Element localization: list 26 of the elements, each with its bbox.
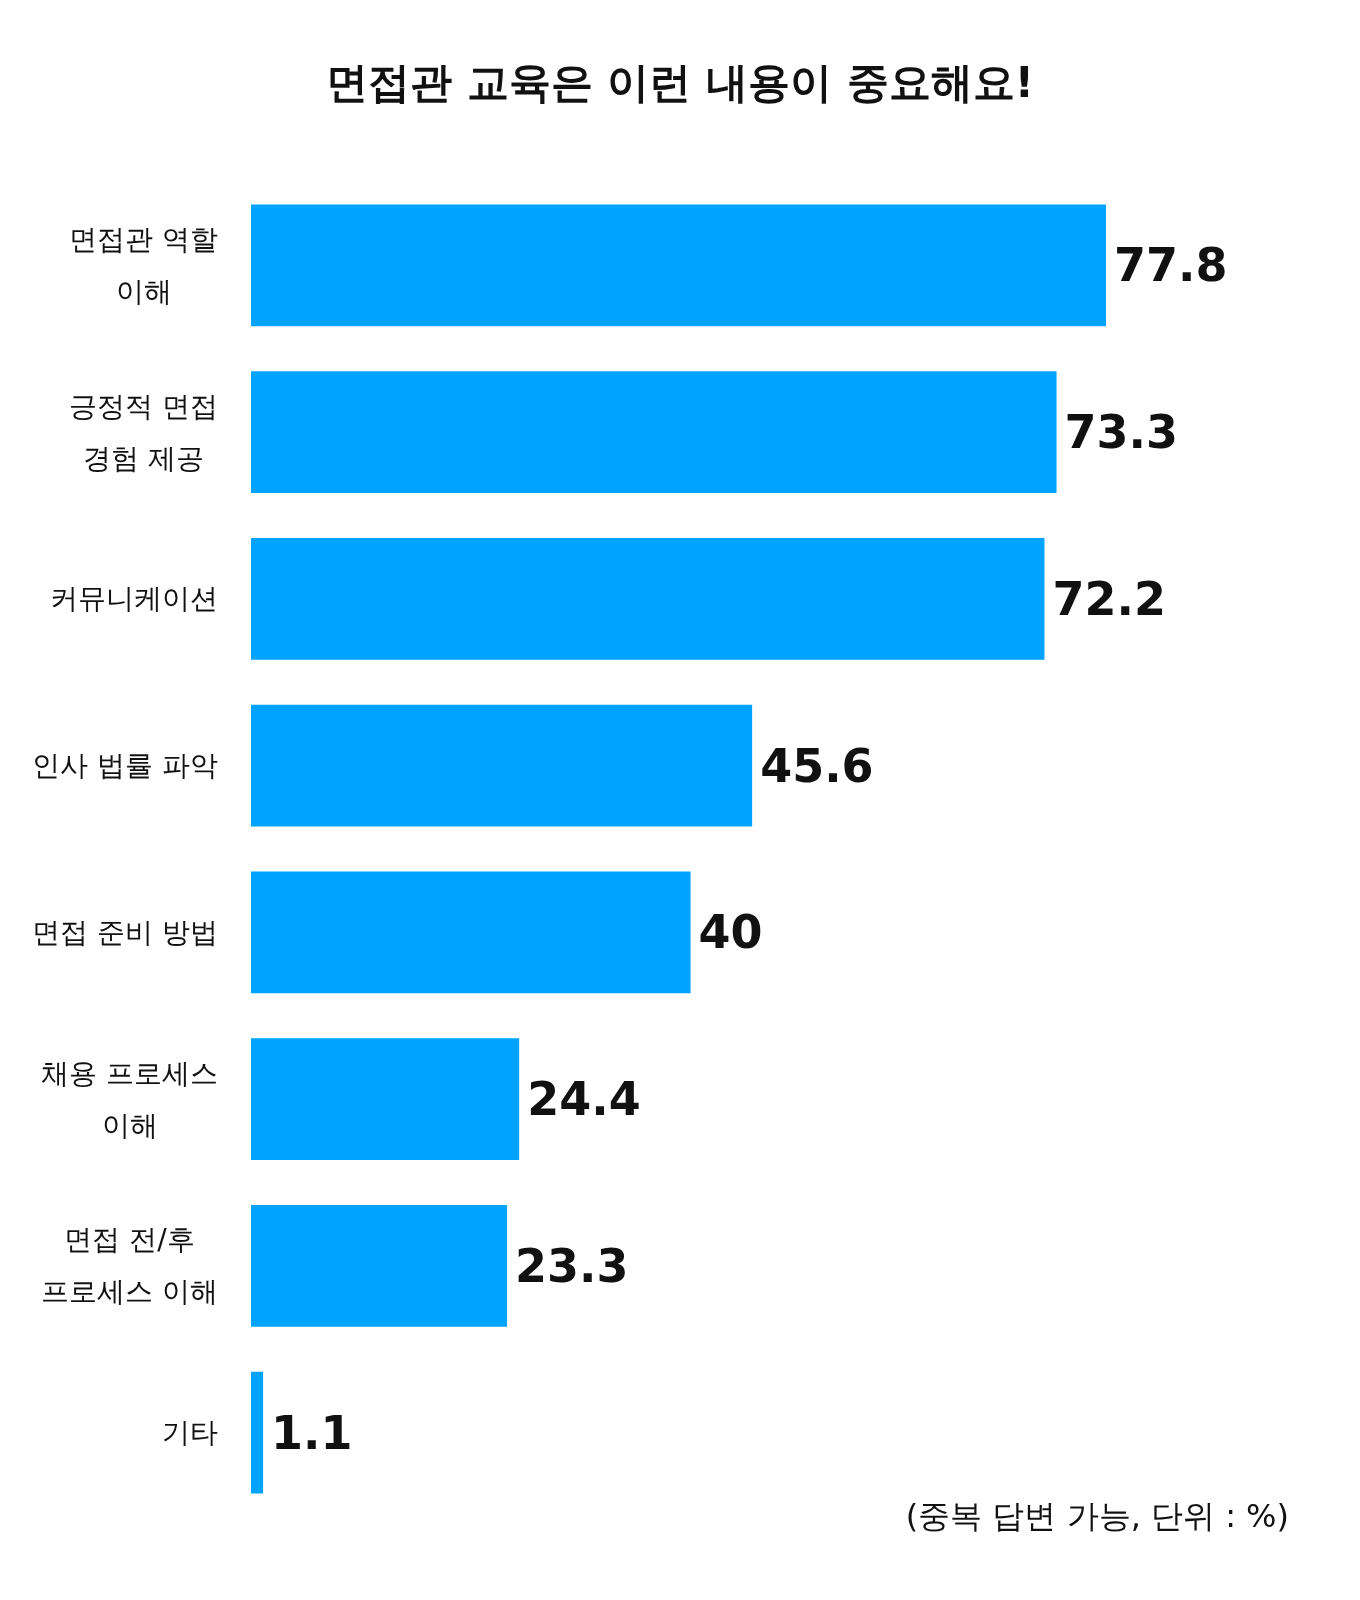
bar	[251, 1038, 520, 1160]
bar	[251, 538, 1045, 660]
data-label: 72.2	[1052, 571, 1166, 626]
y-tick-label: 기타	[162, 1416, 218, 1450]
data-label: 1.1	[271, 1405, 353, 1460]
y-tick-label: 면접관 역할 이해	[69, 222, 218, 308]
bar	[251, 871, 691, 994]
data-label: 73.3	[1064, 405, 1179, 460]
chart-title: 면접관 교육은 이런 내용이 중요해요!	[326, 57, 1034, 107]
y-tick-label: 인사 법률 파악	[32, 749, 219, 783]
y-tick-label: 커뮤니케이션	[50, 582, 218, 616]
data-label: 77.8	[1114, 238, 1228, 293]
data-label: 24.4	[527, 1072, 641, 1127]
bar	[251, 204, 1106, 327]
bar	[251, 1371, 264, 1494]
bar	[251, 371, 1057, 493]
y-tick-label: 긍정적 면접 경험 제공	[69, 389, 218, 475]
data-label: 45.6	[760, 738, 874, 793]
bar	[251, 1205, 508, 1327]
y-tick-label: 면접 전/후 프로세스 이해	[41, 1223, 218, 1309]
bar	[251, 704, 753, 827]
data-label: 40	[698, 905, 763, 960]
data-label: 23.3	[515, 1238, 629, 1293]
annotation: (중복 답변 가능, 단위 : %)	[905, 1497, 1289, 1535]
y-tick-label: 면접 준비 방법	[32, 915, 219, 949]
y-tick-label: 채용 프로세스 이해	[41, 1056, 218, 1142]
